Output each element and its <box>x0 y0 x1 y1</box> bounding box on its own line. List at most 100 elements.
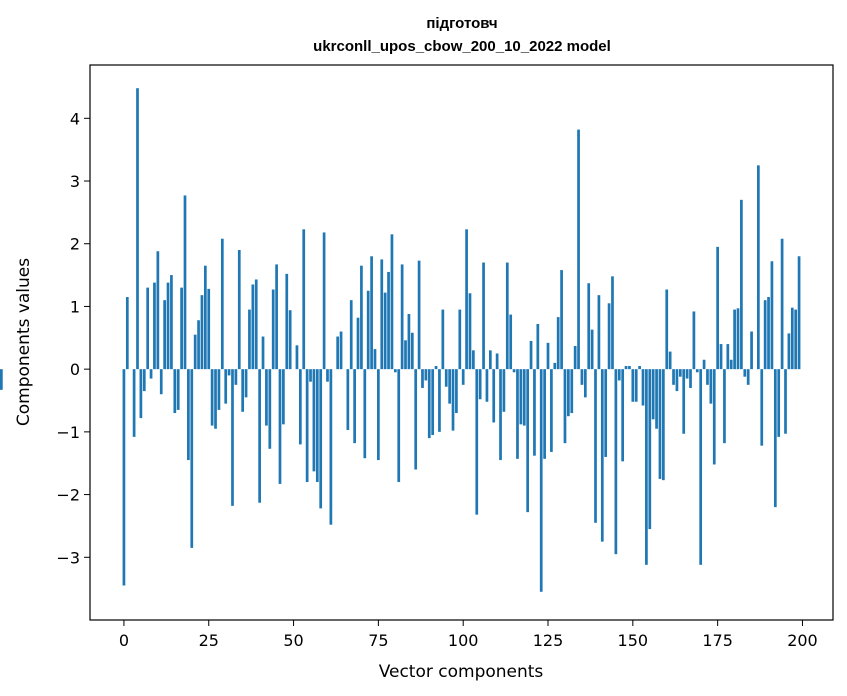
bar <box>533 369 536 456</box>
bar <box>740 199 743 370</box>
bar <box>539 369 543 592</box>
chart-title-line-1: підготовч <box>426 15 497 32</box>
bar <box>298 369 302 445</box>
bar <box>146 287 150 370</box>
bar <box>315 369 319 483</box>
bar <box>658 369 662 479</box>
bar <box>563 369 567 444</box>
bar <box>482 262 485 370</box>
bar <box>346 369 350 430</box>
bar <box>760 369 764 446</box>
bar <box>142 369 146 392</box>
bar <box>421 369 424 388</box>
bar <box>763 300 767 370</box>
bar <box>349 300 353 370</box>
bar <box>522 369 526 426</box>
bar <box>787 333 791 370</box>
bar <box>570 369 574 414</box>
bar <box>682 369 686 434</box>
bar <box>611 276 614 370</box>
bar <box>638 366 641 370</box>
bar <box>488 350 492 370</box>
bar <box>512 369 516 373</box>
bar <box>244 369 248 398</box>
bar <box>550 369 553 452</box>
bar <box>393 369 397 373</box>
bar <box>468 293 472 370</box>
x-tick-label: 25 <box>199 631 219 650</box>
bar <box>159 369 163 395</box>
bar <box>672 369 675 385</box>
bar <box>125 297 129 370</box>
x-tick-label: 125 <box>533 631 564 650</box>
bar <box>573 345 577 370</box>
y-tick-label: 0 <box>70 360 80 379</box>
y-tick-label: 4 <box>70 109 80 128</box>
bar <box>621 369 625 462</box>
bar <box>288 310 292 370</box>
bar <box>645 369 648 565</box>
bar <box>695 369 699 373</box>
bar <box>790 307 794 370</box>
bar <box>617 369 621 381</box>
bar <box>692 311 696 370</box>
y-axis-label: Components values <box>14 258 34 426</box>
bar <box>746 369 750 385</box>
bar <box>794 309 798 370</box>
bar <box>662 369 665 481</box>
bar <box>214 369 217 429</box>
bar <box>553 362 557 370</box>
chart-title-line-2: ukrconll_upos_cbow_200_10_2022 model <box>313 38 611 55</box>
bar <box>560 270 563 370</box>
bar <box>509 314 513 370</box>
bar <box>699 369 703 565</box>
bar <box>363 369 367 459</box>
bar <box>360 265 363 370</box>
bar <box>173 369 177 414</box>
bar <box>784 369 787 434</box>
bar <box>248 309 251 370</box>
y-axis-ticks: −3 −2 −1 0 1 2 3 4 <box>56 109 90 567</box>
bar <box>492 369 496 423</box>
bar <box>472 350 475 370</box>
bar <box>261 336 265 370</box>
x-tick-label: 75 <box>368 631 388 650</box>
bar <box>187 369 190 461</box>
bar <box>417 260 421 370</box>
x-tick-label: 0 <box>119 631 129 650</box>
bar <box>502 369 506 412</box>
bar <box>567 369 570 417</box>
bar <box>780 238 784 370</box>
bar <box>631 369 635 402</box>
bar <box>373 349 377 370</box>
bar <box>461 369 465 385</box>
bar <box>475 369 479 515</box>
bar <box>193 334 197 370</box>
bar <box>726 344 730 370</box>
bar <box>241 369 245 412</box>
bar <box>607 303 611 370</box>
bar <box>282 369 285 425</box>
bar <box>275 264 278 370</box>
bar <box>139 369 143 419</box>
bar <box>163 300 166 370</box>
bar <box>516 369 519 459</box>
bar <box>444 369 448 387</box>
bar <box>234 369 238 385</box>
bar <box>757 165 760 370</box>
bar <box>397 369 401 483</box>
bar <box>220 238 224 370</box>
bar <box>166 282 170 370</box>
bar <box>536 324 540 370</box>
bar <box>424 369 428 381</box>
bar <box>407 313 411 370</box>
bar <box>797 256 801 370</box>
bar <box>170 275 173 370</box>
bar <box>339 331 343 370</box>
bar <box>285 273 289 370</box>
bar <box>153 282 156 370</box>
x-tick-label: 175 <box>702 631 733 650</box>
bar <box>675 369 679 392</box>
bar <box>600 369 604 542</box>
bar <box>543 369 546 459</box>
